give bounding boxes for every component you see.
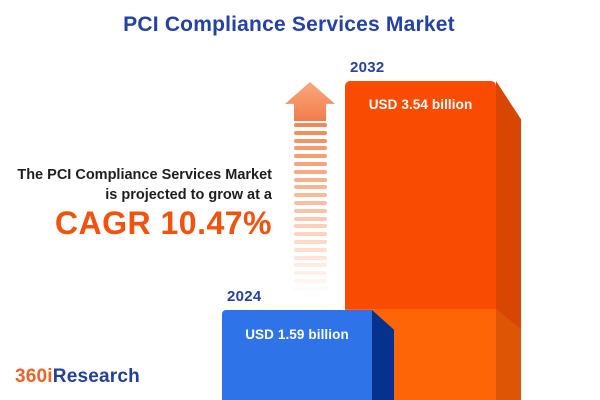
growth-statement-line2: is projected to grow at a [105,186,272,203]
arrow-stripe [294,154,327,159]
arrow-stripe [294,200,327,205]
arrow-stripe [294,123,327,127]
arrow-stripe [294,146,327,151]
growth-statement-line1: The PCI Compliance Services Market [17,167,272,183]
bar-2024-side-3d [372,310,394,400]
logo-research-text: Research [52,366,140,387]
page-title: PCI Compliance Services Market [123,13,455,36]
arrow-stripe [294,193,327,198]
arrow-stripe [294,169,327,174]
arrow-stripe [294,185,327,190]
bar-2032-year-label: 2032 [350,59,385,76]
logo-360i-text: 360i [15,366,53,387]
arrow-stripe [294,247,327,252]
arrow-stripe [294,263,327,268]
arrow-stripe [294,216,327,221]
arrow-head-icon [285,82,335,121]
arrow-stripe [294,208,327,213]
arrow-stripe [294,161,327,166]
arrow-stripe [294,224,327,229]
bar-2024 [222,310,372,400]
arrow-stripe [294,232,327,237]
bar-2032-value-label: USD 3.54 billion [368,97,473,112]
arrow-stripe [294,130,327,135]
arrow-fade-stripes [294,123,327,295]
arrow-stripe [294,239,327,244]
arrow-stripe [294,278,327,283]
arrow-stripe [294,255,327,260]
arrow-stripe [294,271,327,276]
bar-2024-value-label: USD 1.59 billion [245,327,349,342]
arrow-stripe [294,177,327,182]
growth-statement: The PCI Compliance Services Market is pr… [17,166,272,240]
logo-360iresearch: 360iResearch [15,366,140,388]
arrow-stripe [294,138,327,143]
cagr-value: CAGR 10.47% [54,205,272,241]
bar-2024-year-label: 2024 [227,288,262,305]
arrow-stripe [294,286,327,291]
